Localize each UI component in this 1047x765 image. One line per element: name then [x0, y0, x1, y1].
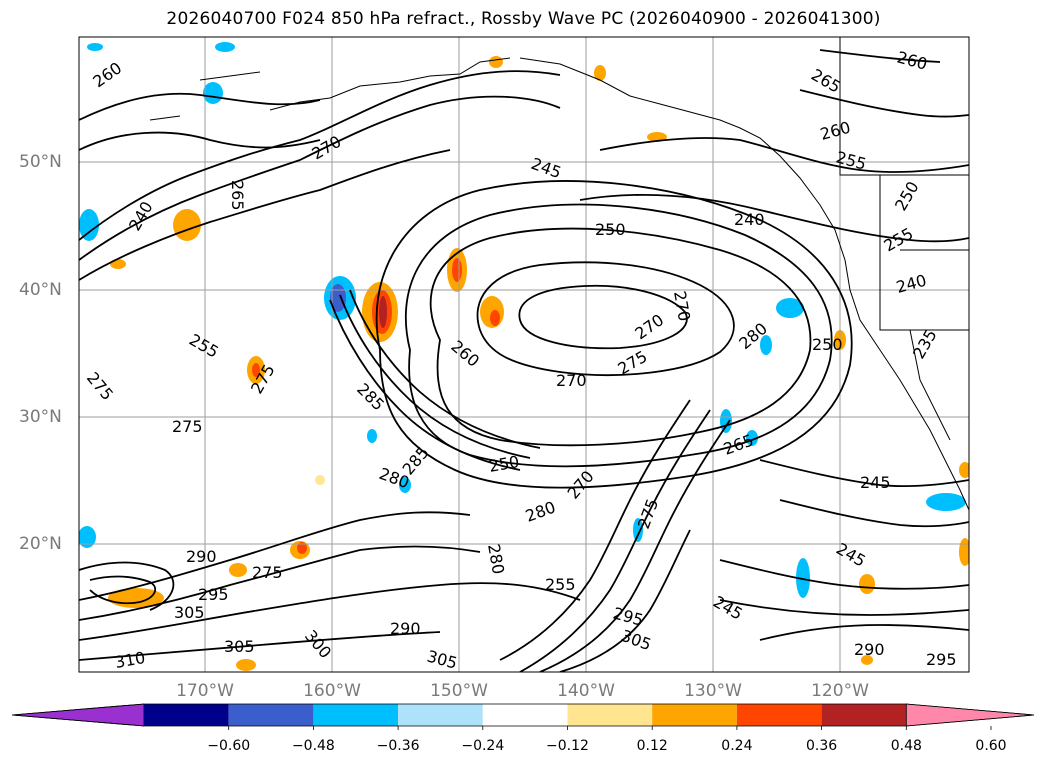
colorbar-outline: [11, 703, 1035, 727]
contour-label: 240: [734, 210, 765, 229]
colorbar-segment: [398, 704, 483, 726]
lat-label: 50°N: [19, 152, 62, 172]
colorbar: [11, 703, 1035, 730]
lon-label: 170°W: [176, 681, 234, 701]
contour-label: 305: [224, 637, 255, 656]
colorbar-tick-label: 0.60: [975, 738, 1007, 754]
contour-label: 275: [172, 417, 203, 436]
colorbar-tick-label: −0.48: [291, 738, 335, 754]
lon-label: 160°W: [303, 681, 361, 701]
lon-label: 120°W: [811, 681, 869, 701]
contour-label: 295: [198, 585, 229, 604]
contour-label: 270: [556, 371, 587, 390]
colorbar-extend-min: [11, 703, 145, 727]
colorbar-extend-max: [905, 703, 1035, 727]
plot-frame: [78, 36, 970, 673]
lat-label: 30°N: [19, 407, 62, 427]
contour-label: 255: [545, 575, 576, 594]
lon-label: 150°W: [430, 681, 488, 701]
colorbar-segment: [567, 704, 653, 726]
colorbar-tick-label: 0.36: [806, 738, 838, 754]
contour-label: 265: [228, 180, 247, 211]
plot-area: [79, 37, 969, 672]
contour-label: 290: [854, 640, 885, 659]
colorbar-tick-label: 0.24: [721, 738, 753, 754]
contour-label: 290: [186, 547, 217, 566]
map-title: 2026040700 F024 850 hPa refract., Rossby…: [166, 9, 881, 29]
contour-label: 245: [860, 473, 891, 492]
contour-label: 250: [595, 220, 626, 239]
colorbar-tick-label: 0.48: [890, 738, 922, 754]
colorbar-segment: [821, 704, 907, 726]
colorbar-tick-label: 0.12: [636, 738, 668, 754]
lon-label: 130°W: [684, 681, 742, 701]
coastlines: [149, 37, 969, 511]
lat-label: 20°N: [19, 534, 62, 554]
colorbar-tick-label: −0.60: [207, 738, 251, 754]
colorbar-segment: [144, 704, 229, 726]
colorbar-segment: [228, 704, 314, 726]
colorbar-segment: [313, 704, 399, 726]
lon-label: 140°W: [557, 681, 615, 701]
colorbar-segment: [736, 704, 822, 726]
colorbar-tick-label: −0.24: [461, 738, 505, 754]
lat-label: 40°N: [19, 280, 62, 300]
colorbar-tick-label: −0.36: [376, 738, 420, 754]
contour-label: 295: [926, 650, 957, 669]
contour-label: 305: [174, 603, 205, 622]
colorbar-tick-label: −0.12: [546, 738, 589, 754]
contour-label: 250: [812, 335, 843, 354]
contour-label: 290: [390, 619, 421, 638]
contour-label: 275: [252, 563, 283, 582]
contour-lines: [79, 49, 969, 672]
colorbar-segment: [482, 704, 568, 726]
colorbar-segment: [652, 704, 737, 726]
